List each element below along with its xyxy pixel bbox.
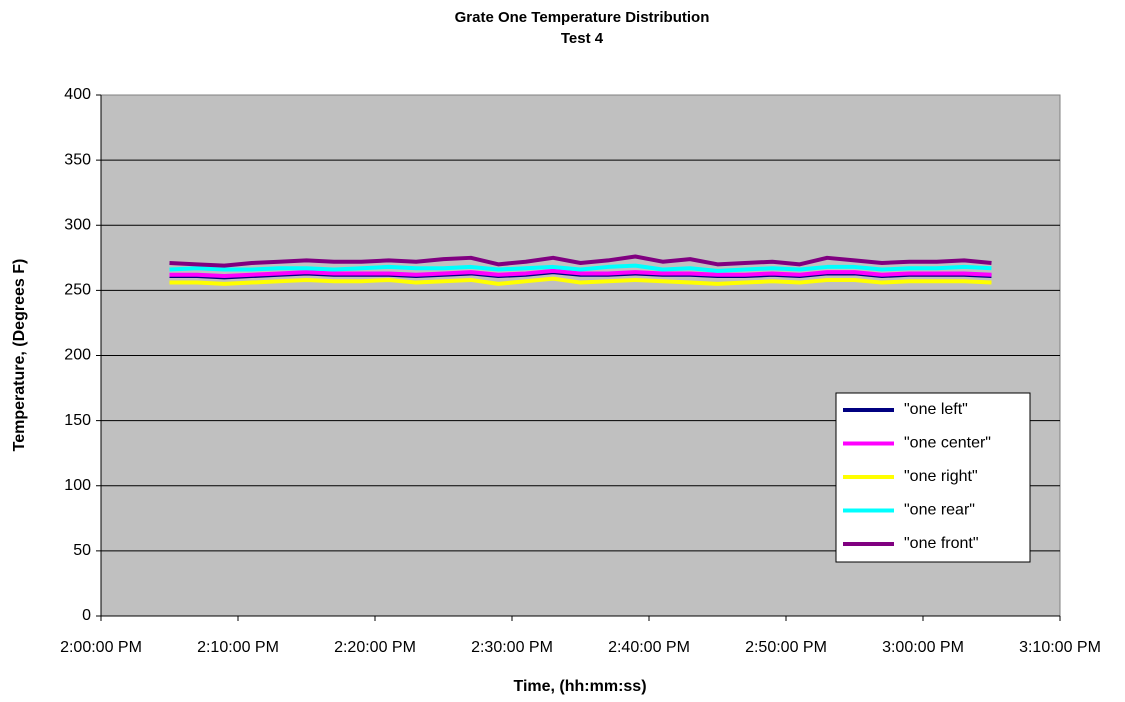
x-tick-label: 3:00:00 PM [882, 639, 964, 656]
x-tick-label: 2:40:00 PM [608, 639, 690, 656]
y-tick-label: 300 [64, 216, 91, 233]
x-tick-label: 2:50:00 PM [745, 639, 827, 656]
x-tick-label: 2:00:00 PM [60, 639, 142, 656]
legend-label: "one rear" [904, 502, 975, 519]
legend-label: "one center" [904, 435, 991, 452]
y-tick-label: 250 [64, 282, 91, 299]
x-tick-label: 2:20:00 PM [334, 639, 416, 656]
y-tick-label: 50 [73, 542, 91, 559]
series-line [169, 254, 992, 268]
series-line [169, 276, 992, 286]
y-tick-label: 350 [64, 151, 91, 168]
chart-subtitle: Test 4 [561, 30, 604, 47]
x-tick-label: 2:30:00 PM [471, 639, 553, 656]
legend [835, 392, 1031, 563]
x-tick-label: 2:10:00 PM [197, 639, 279, 656]
series-line [169, 263, 992, 273]
legend-label: "one left" [904, 401, 968, 418]
y-tick-label: 150 [64, 412, 91, 429]
series-line [169, 268, 992, 279]
y-tick-label: 100 [64, 477, 91, 494]
legend-label: "one front" [904, 535, 979, 552]
legend-label: "one right" [904, 468, 978, 485]
y-tick-label: 200 [64, 347, 91, 364]
chart-title: Grate One Temperature Distribution [455, 9, 710, 26]
y-tick-label: 400 [64, 86, 91, 103]
x-axis-label: Time, (hh:mm:ss) [513, 678, 646, 695]
y-axis-label: Temperature, (Degrees F) [11, 259, 28, 452]
y-tick-label: 0 [82, 607, 91, 624]
x-tick-label: 3:10:00 PM [1019, 639, 1101, 656]
